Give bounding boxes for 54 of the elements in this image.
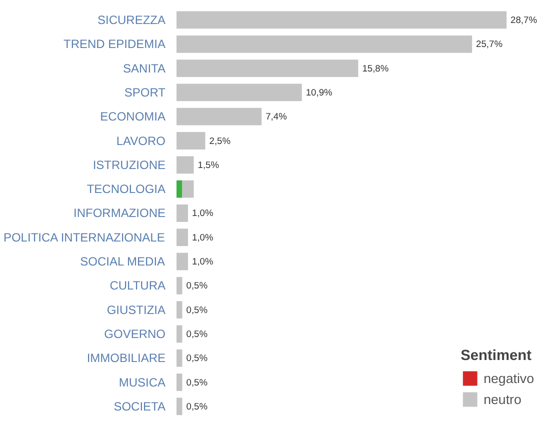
data-label: 1,0%: [192, 208, 214, 218]
bar: [176, 398, 182, 416]
y-tick-label: IMMOBILIARE: [86, 351, 166, 366]
y-tick-label: SPORT: [124, 85, 166, 100]
data-label: 25,7%: [476, 39, 503, 50]
data-label: 2,5%: [209, 136, 231, 146]
y-tick-label: GOVERNO: [104, 326, 166, 341]
bar: [176, 228, 188, 246]
y-tick-label: ECONOMIA: [100, 110, 166, 124]
bar: [176, 11, 507, 29]
bar: [176, 252, 188, 270]
data-label: 15,8%: [362, 63, 389, 74]
bar: [176, 156, 194, 174]
bar: [182, 180, 194, 198]
data-label: 10,9%: [306, 87, 332, 98]
y-tick-label: TECNOLOGIA: [86, 182, 166, 196]
bar: [176, 374, 182, 391]
bar: [176, 349, 182, 367]
data-label: 0,5%: [186, 401, 208, 412]
data-label: 0,5%: [186, 328, 208, 339]
y-tick-label: SANITA: [123, 61, 166, 76]
data-label: 28,7%: [510, 14, 538, 25]
y-tick-label: SICUREZZA: [97, 12, 166, 27]
legend-label: negativo: [484, 370, 534, 386]
y-tick-label: TREND EPIDEMIA: [63, 37, 166, 52]
y-tick-label: INFORMAZIONE: [74, 206, 166, 220]
data-label: 0,5%: [186, 353, 208, 364]
legend-title: Sentiment: [460, 348, 532, 364]
y-tick-label: ISTRUZIONE: [92, 158, 166, 172]
data-label: 1,0%: [192, 256, 214, 267]
bar: [176, 84, 302, 102]
y-tick-label: SOCIETA: [114, 399, 166, 414]
bar: [176, 204, 188, 222]
y-tick-label: GIUSTIZIA: [106, 302, 166, 317]
y-tick-label: MUSICA: [118, 375, 166, 390]
y-tick-label: LAVORO: [116, 134, 166, 148]
data-label: 0,5%: [186, 377, 208, 388]
bar: [176, 301, 182, 319]
bar: [176, 325, 182, 343]
y-tick-label: SOCIAL MEDIA: [80, 254, 166, 269]
bar: [176, 108, 262, 126]
bar: [176, 60, 358, 77]
bar: [176, 35, 472, 53]
data-label: 7,4%: [266, 112, 287, 122]
bar: [176, 276, 182, 294]
data-label: 1,5%: [198, 160, 220, 170]
data-label: 0,5%: [186, 304, 208, 315]
y-tick-label: POLITICA INTERNAZIONALE: [3, 230, 165, 244]
bar: [176, 132, 206, 150]
data-label: 1,0%: [192, 232, 214, 242]
y-tick-label: CULTURA: [110, 278, 166, 293]
data-label: 0,5%: [186, 280, 208, 291]
bar: [176, 180, 182, 198]
legend-label: neutro: [484, 392, 522, 406]
